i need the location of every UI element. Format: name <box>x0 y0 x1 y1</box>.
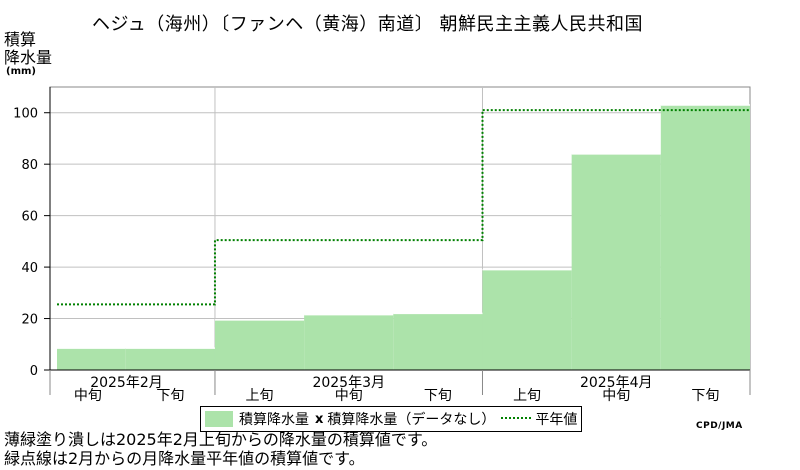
x-category-label: 中旬 <box>335 388 363 404</box>
y-tick-label: 100 <box>13 107 38 122</box>
legend-normal-label: 平年値 <box>535 412 578 428</box>
bar-3 <box>214 319 305 370</box>
y-axis-unit: (mm) <box>6 66 36 77</box>
normal-line <box>57 109 750 306</box>
x-category-label: 下旬 <box>156 388 184 404</box>
bar-2 <box>125 348 215 370</box>
y-axis-label-line2: 降水量 <box>4 48 53 67</box>
x-category-label: 下旬 <box>691 388 719 404</box>
y-tick-label: 0 <box>30 364 38 379</box>
y-axis-label-line1: 積算 <box>4 30 37 49</box>
x-category-label: 上旬 <box>246 388 274 404</box>
credit: CPD/JMA <box>696 421 743 431</box>
legend: 積算降水量 x 積算降水量（データなし） 平年値 <box>200 406 583 432</box>
x-month-label: 2025年2月 <box>90 375 163 391</box>
page-title: ヘジュ（海州）〔ファンヘ（黄海）南道〕 朝鮮民主主義人民共和国 <box>92 14 643 35</box>
bar-7 <box>571 153 661 370</box>
legend-bar-swatch <box>205 411 233 427</box>
footer-note-2: 緑点線は2月からの月降水量平年値の積算値です。 <box>4 449 365 468</box>
bar-6 <box>482 269 572 370</box>
x-month-label: 2025年4月 <box>580 375 653 391</box>
y-tick-label: 20 <box>21 313 38 328</box>
x-category-label: 中旬 <box>74 388 102 404</box>
legend-missing-label: 積算降水量（データなし） <box>327 412 496 428</box>
y-tick-label: 80 <box>21 158 38 173</box>
bar-8 <box>660 105 750 370</box>
x-category-label: 上旬 <box>513 388 541 404</box>
bar-1 <box>57 348 126 370</box>
y-tick-label: 40 <box>21 261 38 276</box>
legend-normal-line-swatch <box>501 417 532 419</box>
legend-bar-label: 積算降水量 <box>239 412 309 428</box>
x-category-label: 下旬 <box>424 388 452 404</box>
bar-5 <box>393 313 483 370</box>
y-tick-label: 60 <box>21 210 38 225</box>
bar-4 <box>304 314 394 370</box>
x-month-label: 2025年3月 <box>312 375 385 391</box>
footer-note-1: 薄緑塗り潰しは2025年2月上旬からの降水量の積算値です。 <box>4 430 438 449</box>
x-category-label: 中旬 <box>602 388 630 404</box>
legend-missing-marker: x <box>315 411 324 427</box>
